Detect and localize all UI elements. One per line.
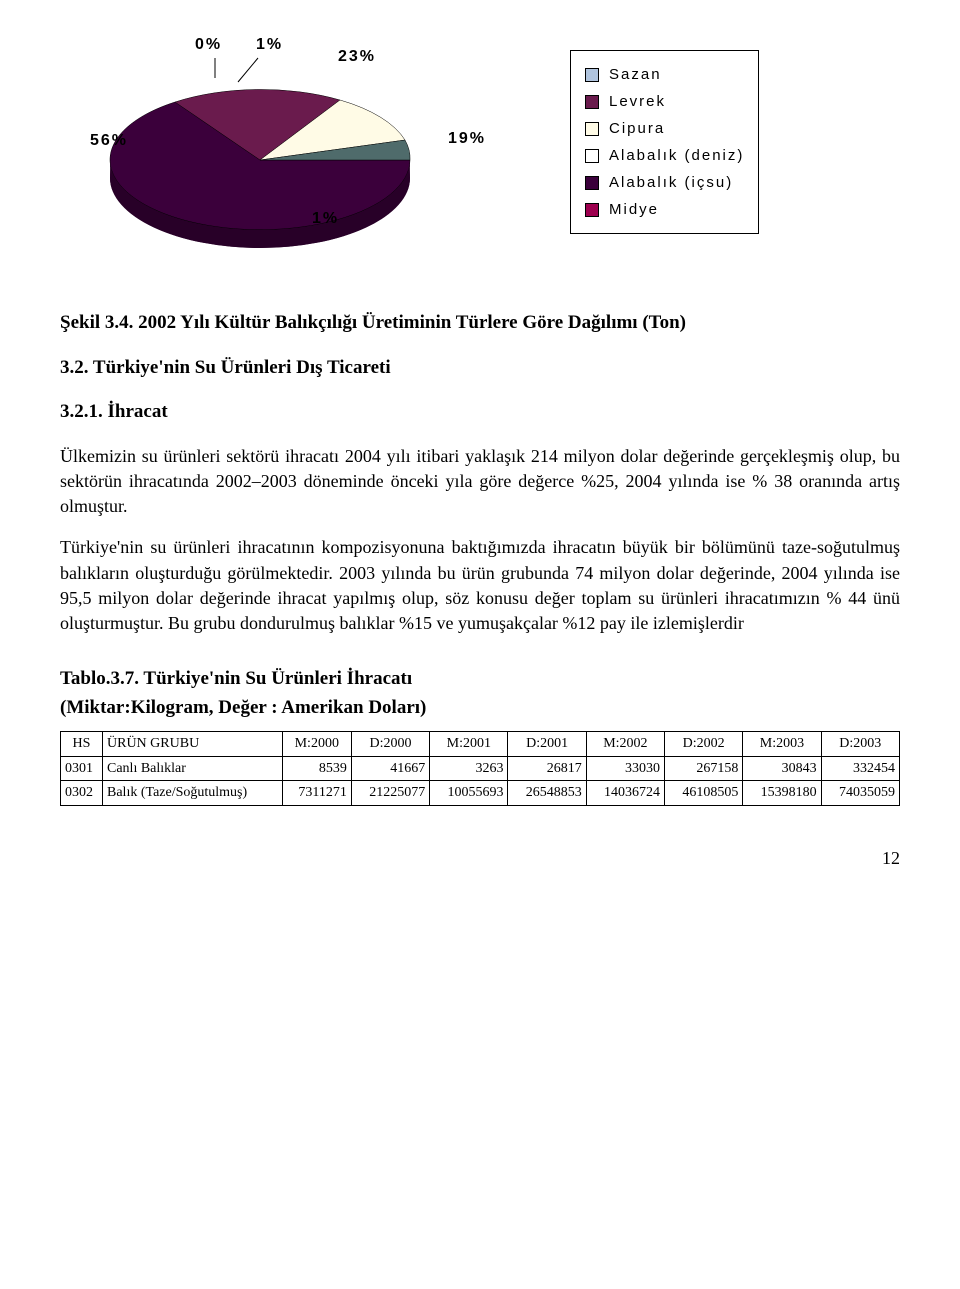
col-group: ÜRÜN GRUBU xyxy=(103,732,283,757)
cell: 10055693 xyxy=(430,781,508,806)
legend-item: Cipura xyxy=(585,115,744,142)
legend-swatch xyxy=(585,95,599,109)
cell: Balık (Taze/Soğutulmuş) xyxy=(103,781,283,806)
col-m2000: M:2000 xyxy=(282,732,351,757)
cell: 41667 xyxy=(351,756,429,781)
cell: 3263 xyxy=(430,756,508,781)
legend-label: Midye xyxy=(609,196,659,223)
legend-swatch xyxy=(585,203,599,217)
legend-item: Alabalık (deniz) xyxy=(585,142,744,169)
legend-item: Midye xyxy=(585,196,744,223)
legend-label: Alabalık (deniz) xyxy=(609,142,744,169)
legend-swatch xyxy=(585,176,599,190)
pie-chart-block: 0% 1% 23% 56% 1% 19% Sazan Levrek Cipura… xyxy=(60,40,900,270)
cell: 15398180 xyxy=(743,781,821,806)
cell: 267158 xyxy=(665,756,743,781)
table-row: 0302 Balık (Taze/Soğutulmuş) 7311271 212… xyxy=(61,781,900,806)
pie-chart: 0% 1% 23% 56% 1% 19% xyxy=(60,40,540,270)
table-header-row: HS ÜRÜN GRUBU M:2000 D:2000 M:2001 D:200… xyxy=(61,732,900,757)
table-subtitle: (Miktar:Kilogram, Değer : Amerikan Dolar… xyxy=(60,695,900,722)
legend-label: Levrek xyxy=(609,88,666,115)
cell: 74035059 xyxy=(821,781,899,806)
slice-label-23pct: 23% xyxy=(338,46,376,68)
cell: 332454 xyxy=(821,756,899,781)
cell: 0301 xyxy=(61,756,103,781)
page-number: 12 xyxy=(60,846,900,871)
col-d2002: D:2002 xyxy=(665,732,743,757)
cell: 0302 xyxy=(61,781,103,806)
col-d2003: D:2003 xyxy=(821,732,899,757)
col-m2001: M:2001 xyxy=(430,732,508,757)
cell: 14036724 xyxy=(586,781,664,806)
cell: Canlı Balıklar xyxy=(103,756,283,781)
pie-legend: Sazan Levrek Cipura Alabalık (deniz) Ala… xyxy=(570,50,759,234)
col-m2003: M:2003 xyxy=(743,732,821,757)
col-hs: HS xyxy=(61,732,103,757)
cell: 21225077 xyxy=(351,781,429,806)
slice-label-1pct-a: 1% xyxy=(256,34,283,56)
table-row: 0301 Canlı Balıklar 8539 41667 3263 2681… xyxy=(61,756,900,781)
legend-swatch xyxy=(585,68,599,82)
cell: 30843 xyxy=(743,756,821,781)
legend-swatch xyxy=(585,149,599,163)
cell: 33030 xyxy=(586,756,664,781)
cell: 46108505 xyxy=(665,781,743,806)
col-d2000: D:2000 xyxy=(351,732,429,757)
cell: 26817 xyxy=(508,756,586,781)
legend-item: Levrek xyxy=(585,88,744,115)
legend-label: Cipura xyxy=(609,115,665,142)
export-table: HS ÜRÜN GRUBU M:2000 D:2000 M:2001 D:200… xyxy=(60,731,900,806)
cell: 26548853 xyxy=(508,781,586,806)
slice-label-0pct: 0% xyxy=(195,34,222,56)
legend-swatch xyxy=(585,122,599,136)
legend-label: Alabalık (içsu) xyxy=(609,169,733,196)
cell: 8539 xyxy=(282,756,351,781)
table-title: Tablo.3.7. Türkiye'nin Su Ürünleri İhrac… xyxy=(60,666,900,693)
legend-label: Sazan xyxy=(609,61,662,88)
section-heading-trade: 3.2. Türkiye'nin Su Ürünleri Dış Ticaret… xyxy=(60,355,900,382)
slice-label-19pct: 19% xyxy=(448,128,486,150)
col-m2002: M:2002 xyxy=(586,732,664,757)
pie-svg xyxy=(60,50,480,270)
legend-item: Sazan xyxy=(585,61,744,88)
section-heading-export: 3.2.1. İhracat xyxy=(60,399,900,426)
slice-label-56pct: 56% xyxy=(90,130,128,152)
cell: 7311271 xyxy=(282,781,351,806)
figure-caption: Şekil 3.4. 2002 Yılı Kültür Balıkçılığı … xyxy=(60,310,900,337)
col-d2001: D:2001 xyxy=(508,732,586,757)
paragraph-1: Ülkemizin su ürünleri sektörü ihracatı 2… xyxy=(60,444,900,520)
legend-item: Alabalık (içsu) xyxy=(585,169,744,196)
slice-label-1pct-b: 1% xyxy=(312,208,339,230)
paragraph-2: Türkiye'nin su ürünleri ihracatının komp… xyxy=(60,535,900,636)
